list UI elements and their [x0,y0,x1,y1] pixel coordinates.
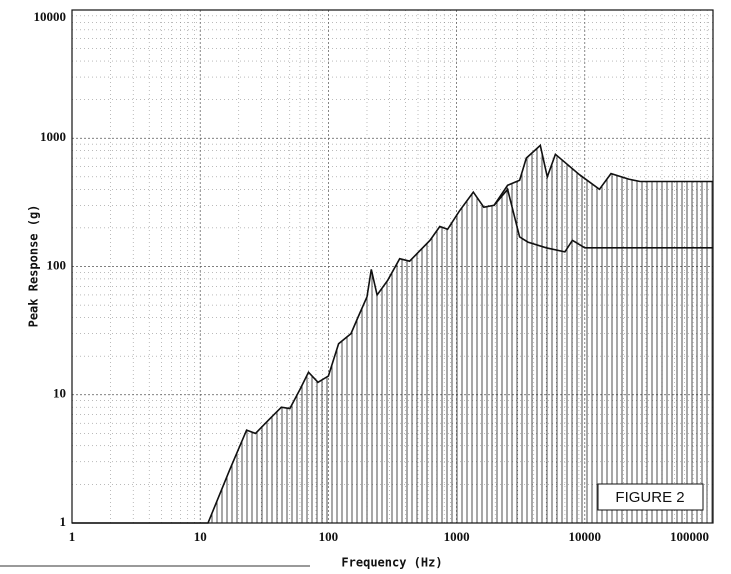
x-axis-title: Frequency (Hz) [341,556,442,570]
y-tick-label: 1000 [40,129,66,144]
y-tick-label: 10 [53,386,66,401]
x-tick-label: 100000 [670,529,709,544]
x-tick-label: 10 [194,529,207,544]
x-tick-label: 10000 [569,529,602,544]
plot-frame [71,9,714,524]
series-line [493,187,713,253]
annotation: FIGURE 2 [615,489,684,506]
y-tick-label: 100 [47,257,67,272]
annotation-box [597,483,704,511]
series-line [72,143,713,524]
x-tick-label: 1000 [444,529,470,544]
hatched-area [72,145,713,523]
y-tick-label: 10000 [34,9,67,24]
x-tick-label: 1 [69,529,76,544]
y-tick-label: 1 [60,514,67,529]
x-tick-label: 100 [319,529,339,544]
y-axis-title: Peak Response (g) [27,205,41,328]
